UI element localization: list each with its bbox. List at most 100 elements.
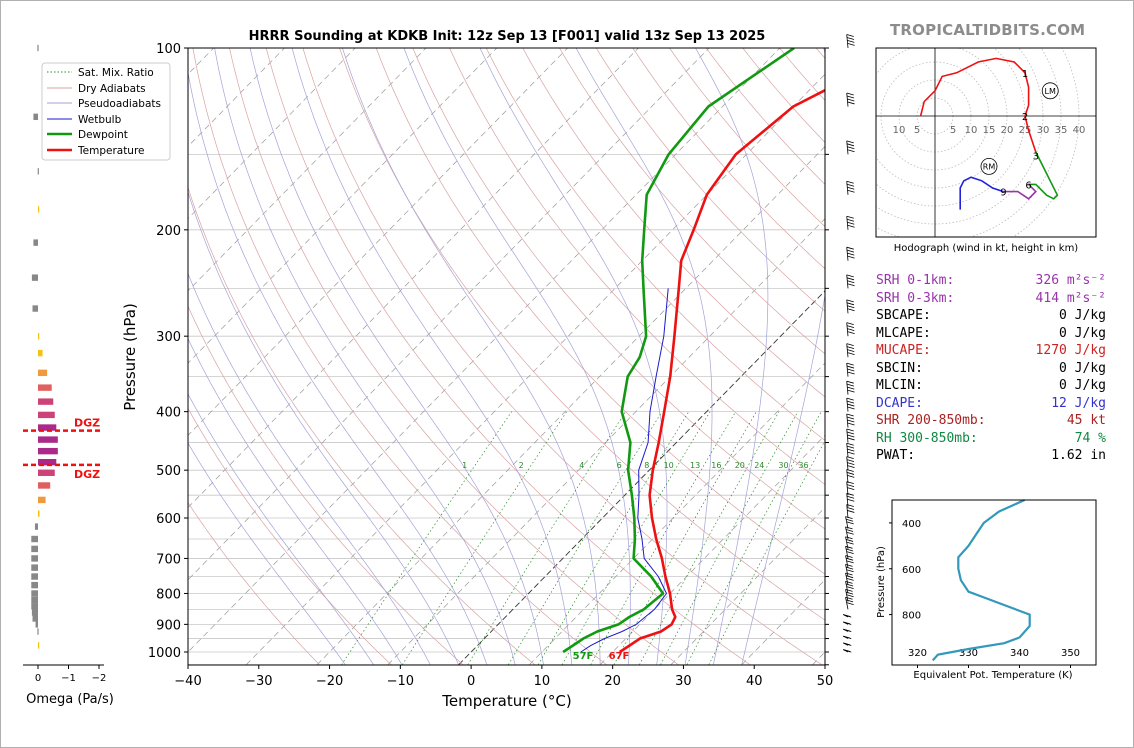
- dry-adiabat: [412, 48, 825, 530]
- hodograph-ring-label: 10: [965, 125, 978, 136]
- x-tick-label: 10: [534, 674, 551, 689]
- hodograph-ring-label: 25: [1019, 125, 1032, 136]
- omega-bar: [31, 609, 38, 616]
- storm-motion-marker: [980, 157, 998, 175]
- surface-temperature-label: 67F: [609, 651, 630, 662]
- dry-adiabat: [265, 48, 751, 665]
- wind-barb: [842, 649, 852, 653]
- mixing-ratio-line: [613, 411, 757, 665]
- wind-barb: [845, 545, 854, 559]
- barb-staff: [845, 546, 849, 559]
- mixing-ratio-line: [341, 411, 512, 665]
- barb-flag: [846, 365, 855, 369]
- dry-adiabat: [302, 48, 823, 665]
- mixing-ratio-line: [507, 411, 663, 665]
- barb-flag: [846, 274, 854, 278]
- omega-tick-label: 0: [35, 673, 41, 684]
- omega-bar: [38, 424, 57, 431]
- barb-flag: [846, 95, 855, 99]
- dry-adiabat: [375, 48, 825, 575]
- hodograph-segment: [1028, 151, 1059, 200]
- param-label: SBCAPE:: [876, 308, 931, 323]
- barb-flag: [846, 400, 855, 404]
- barb-staff: [846, 274, 849, 289]
- barb-flag: [847, 403, 855, 407]
- wind-barb: [842, 614, 852, 618]
- storm-motion-label: LM: [1045, 87, 1056, 96]
- mixing-ratio-label: 30: [778, 461, 788, 470]
- barb-flag: [847, 422, 855, 426]
- wind-barb: [846, 322, 855, 337]
- omega-tick-label: −2: [92, 673, 107, 684]
- barb-flag: [845, 572, 853, 576]
- param-value: 0 J/kg: [1059, 325, 1106, 341]
- barb-flag: [846, 343, 854, 347]
- wind-barb: [846, 343, 855, 358]
- dry-adiabat: [188, 186, 536, 665]
- wind-barbs: [842, 34, 855, 653]
- omega-bar: [38, 349, 43, 357]
- y-tick-label: 700: [156, 552, 181, 567]
- wind-barb: [846, 442, 855, 457]
- param-label: SRH 0-3km:: [876, 290, 955, 306]
- barb-flag: [845, 557, 854, 561]
- skewt-ylabel: Pressure (hPa): [121, 303, 139, 411]
- barb-flag: [846, 577, 854, 581]
- barb-flag: [845, 516, 853, 519]
- isotherm: [316, 145, 825, 665]
- wind-barb: [842, 621, 852, 625]
- wind-barb: [842, 635, 852, 640]
- barb-flag: [847, 462, 855, 465]
- barb-flag: [845, 596, 853, 600]
- barb-flag: [846, 34, 854, 37]
- y-tick-label: 200: [156, 224, 181, 239]
- theta-e-xlabel: Equivalent Pot. Temperature (K): [913, 670, 1072, 681]
- dgz-label-bottom: DGZ: [74, 468, 100, 481]
- hodograph-ring-label: 40: [1073, 125, 1086, 136]
- hodograph-height-label: 3: [1033, 152, 1039, 163]
- barb-flag: [846, 442, 854, 446]
- barb-flag: [846, 586, 854, 590]
- theta-e-y-tick-label: 800: [902, 611, 921, 622]
- barb-flag: [847, 149, 855, 153]
- moist-adiabat: [188, 191, 459, 665]
- omega-bar: [38, 411, 55, 419]
- wind-barb: [845, 555, 854, 568]
- barb-flag: [847, 368, 855, 372]
- storm-motion-marker: [1041, 82, 1059, 100]
- barb-flag: [846, 459, 855, 463]
- chart-title: HRRR Sounding at KDKB Init: 12z Sep 13 […: [249, 29, 766, 44]
- mixing-ratio-label: 8: [644, 461, 649, 470]
- param-value: 0 J/kg: [1059, 360, 1106, 376]
- wetbulb-line: [580, 288, 669, 653]
- omega-bar: [38, 384, 52, 391]
- omega-axis: 0 −1 −2: [23, 664, 107, 684]
- mixing-ratio-line: [590, 411, 737, 665]
- hodograph-segment: [919, 57, 1037, 153]
- barb-staff: [846, 469, 849, 484]
- wind-barb: [845, 596, 854, 610]
- moist-adiabat: [249, 48, 544, 665]
- barb-flag: [847, 101, 855, 105]
- hodograph: 10 5 5 10 15 20 25 30 35 40 1 2 3 6 9 RM LM: [876, 48, 1096, 237]
- barb-flag: [847, 328, 855, 331]
- omega-bar: [31, 590, 38, 597]
- barb-flag: [847, 465, 855, 468]
- isotherm: [188, 48, 639, 509]
- barb-staff: [845, 572, 849, 586]
- omega-bar: [33, 239, 38, 246]
- wind-barb: [845, 572, 854, 586]
- param-label: SBCIN:: [876, 360, 923, 376]
- barb-flag: [846, 215, 854, 219]
- moist-adiabat: [188, 272, 431, 665]
- barb-staff: [846, 216, 849, 230]
- barb-flag: [846, 346, 855, 350]
- wind-barb: [845, 580, 854, 594]
- barb-staff: [846, 428, 849, 443]
- barb-flag: [847, 146, 855, 150]
- omega-tick-label: −1: [61, 673, 76, 684]
- theta-e-y-tick-label: 600: [902, 565, 921, 576]
- hodograph-ring-label: 30: [1037, 125, 1050, 136]
- barb-staff: [846, 181, 849, 195]
